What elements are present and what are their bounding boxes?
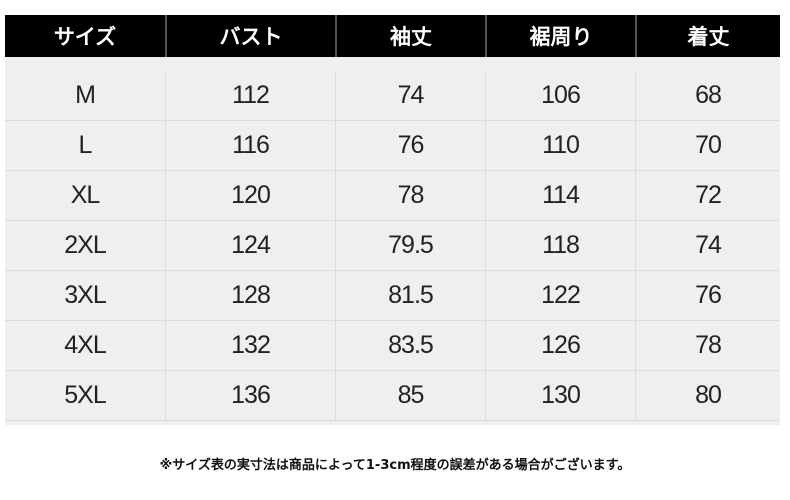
table-cell: 132 <box>165 321 335 370</box>
table-cell: 83.5 <box>335 321 485 370</box>
table-row: L 116 76 110 70 <box>5 121 780 171</box>
header-sleeve: 袖丈 <box>335 15 485 57</box>
size-table: サイズ バスト 袖丈 裾周り 着丈 M 112 74 106 68 L 116 76 110 70… <box>5 15 780 425</box>
table-cell: 136 <box>165 371 335 420</box>
table-cell: 130 <box>485 371 635 420</box>
table-cell: 126 <box>485 321 635 370</box>
table-cell: 2XL <box>64 231 106 259</box>
table-cell: 106 <box>485 71 635 120</box>
table-row: 3XL 128 81.5 122 76 <box>5 271 780 321</box>
table-cell: 80 <box>635 371 780 420</box>
table-cell: 114 <box>485 171 635 220</box>
table-cell: M <box>75 81 96 109</box>
table-cell: 118 <box>485 221 635 270</box>
table-cell: 74 <box>335 71 485 120</box>
table-cell: 4XL <box>64 331 106 359</box>
table-cell: 112 <box>165 71 335 120</box>
header-length: 着丈 <box>635 15 780 57</box>
table-cell: 116 <box>165 121 335 170</box>
table-row: XL 120 78 114 72 <box>5 171 780 221</box>
header-size: サイズ <box>53 25 117 49</box>
table-cell: 72 <box>635 171 780 220</box>
table-cell: 3XL <box>64 281 106 309</box>
table-row: 5XL 136 85 130 80 <box>5 371 780 421</box>
table-cell: 110 <box>485 121 635 170</box>
table-cell: 85 <box>335 371 485 420</box>
table-cell: 76 <box>635 271 780 320</box>
table-cell: XL <box>70 181 101 209</box>
table-cell: 79.5 <box>335 221 485 270</box>
table-header: サイズ バスト 袖丈 裾周り 着丈 <box>5 15 780 57</box>
table-cell: 122 <box>485 271 635 320</box>
table-cell: L <box>78 131 93 159</box>
header-bust: バスト <box>165 15 335 57</box>
table-cell: 81.5 <box>335 271 485 320</box>
table-cell: 120 <box>165 171 335 220</box>
table-cell: 76 <box>335 121 485 170</box>
table-cell: 68 <box>635 71 780 120</box>
header-hem: 裾周り <box>485 15 635 57</box>
table-row: 4XL 132 83.5 126 78 <box>5 321 780 371</box>
size-note: ※サイズ表の実寸法は商品によって1-3cm程度の誤差がある場合がございます。 <box>159 458 631 473</box>
table-cell: 70 <box>635 121 780 170</box>
table-cell: 74 <box>635 221 780 270</box>
table-cell: 78 <box>335 171 485 220</box>
table-cell: 5XL <box>64 381 106 409</box>
table-cell: 78 <box>635 321 780 370</box>
table-cell: 128 <box>165 271 335 320</box>
table-body: M 112 74 106 68 L 116 76 110 70 XL 120 78 114 72 2XL 124… <box>5 57 780 425</box>
table-row: M 112 74 106 68 <box>5 71 780 121</box>
table-cell: 124 <box>165 221 335 270</box>
table-row: 2XL 124 79.5 118 74 <box>5 221 780 271</box>
